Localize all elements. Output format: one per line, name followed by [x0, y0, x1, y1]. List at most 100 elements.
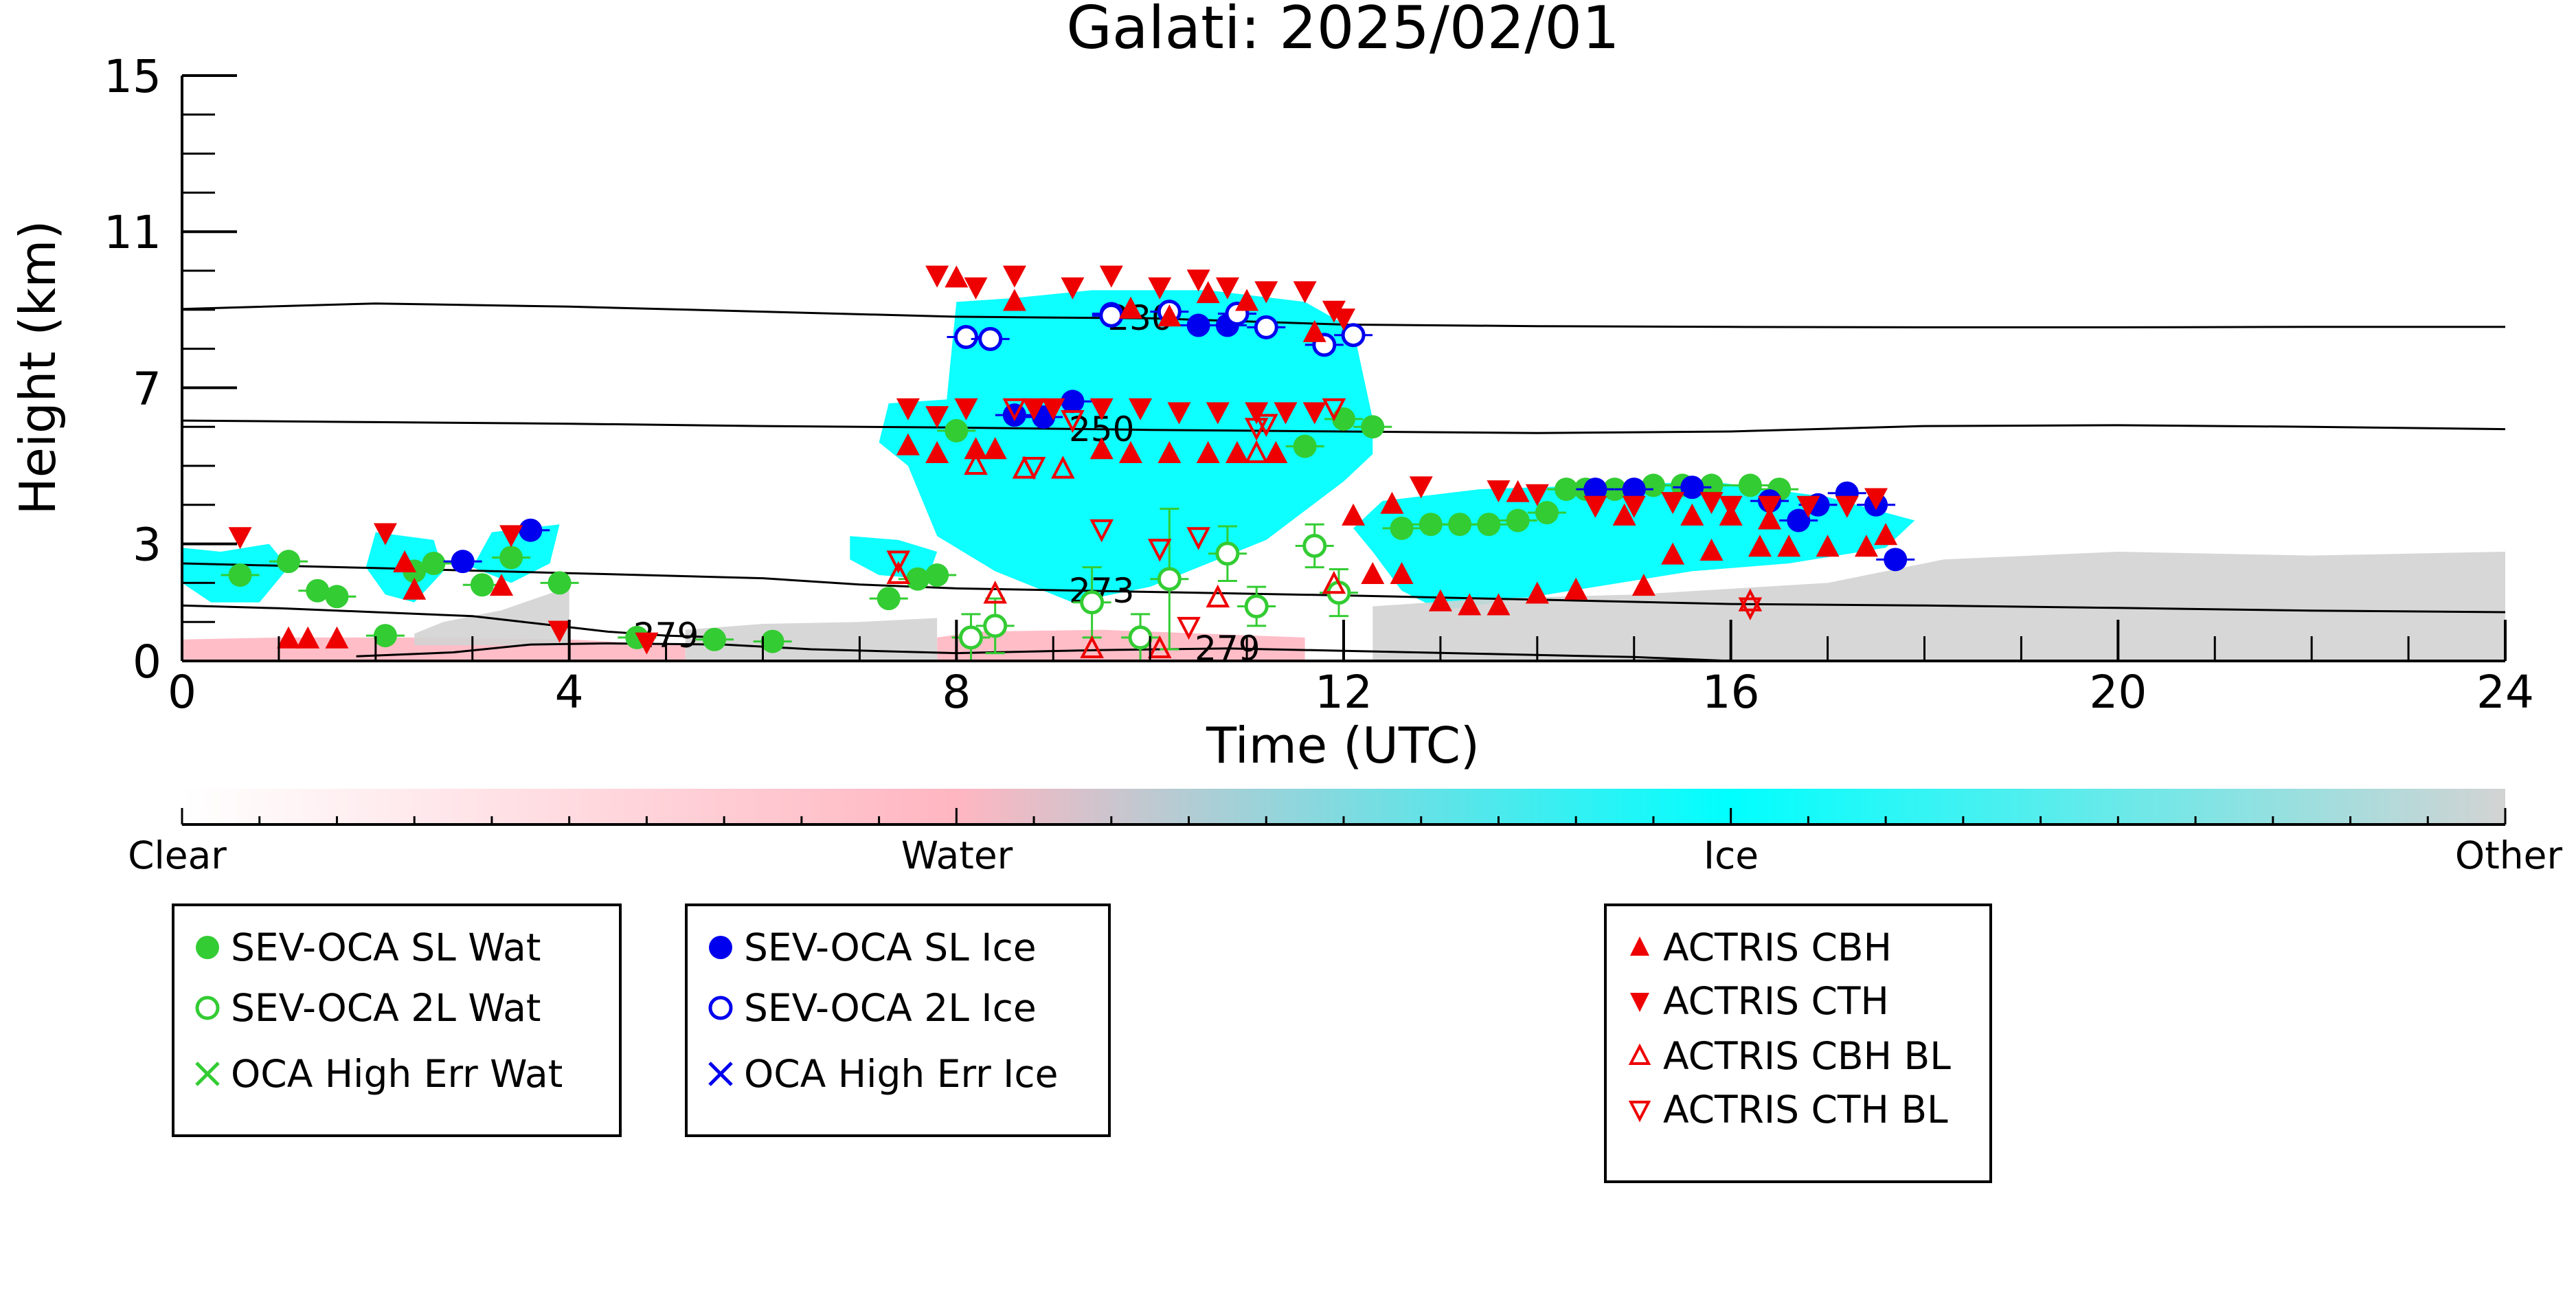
marker-triangle-up — [1089, 437, 1114, 460]
marker-open-triangle-down — [1244, 418, 1269, 441]
marker-filled-circle — [1419, 513, 1443, 537]
marker-filled-circle — [945, 418, 969, 442]
marker-triangle-down — [1699, 492, 1724, 515]
series-actris-cbh — [277, 265, 1898, 649]
marker-triangle-down — [635, 632, 659, 655]
marker-open-triangle-down — [1177, 616, 1201, 640]
marker-open-triangle-up — [1147, 635, 1172, 658]
marker-filled-circle — [422, 552, 446, 575]
y-tick-label: 0 — [133, 636, 161, 688]
marker-triangle-up — [1874, 523, 1898, 546]
marker-filled-circle — [1583, 478, 1607, 502]
marker-triangle-down — [1525, 484, 1549, 506]
marker-triangle-up — [1506, 480, 1530, 502]
marker-filled-circle — [1555, 478, 1579, 502]
marker-triangle-up — [1264, 440, 1288, 463]
marker-open-triangle-up — [1244, 440, 1269, 463]
marker-open-triangle-down — [1186, 527, 1210, 550]
marker-triangle-up — [1816, 535, 1840, 557]
cloud-mask — [182, 290, 2505, 661]
marker-triangle-up — [1235, 289, 1259, 311]
marker-triangle-up — [1361, 562, 1385, 585]
marker-open-circle — [1157, 567, 1182, 592]
marker-open-triangle-down — [1738, 597, 1763, 620]
series-actris-cbh-bl — [886, 440, 1763, 658]
cloud-mask-other — [414, 587, 569, 646]
marker-filled-circle — [1535, 501, 1559, 525]
marker-filled-circle — [277, 550, 301, 574]
marker-open-circle — [1244, 594, 1269, 618]
marker-triangle-up — [1380, 491, 1404, 514]
marker-triangle-up — [1564, 577, 1588, 600]
legend-label: ACTRIS CTH BL — [1663, 1088, 1948, 1132]
legend-label: ACTRIS CBH — [1663, 925, 1892, 969]
marker-filled-circle — [1332, 407, 1355, 431]
marker-triangle-down — [1622, 495, 1646, 518]
marker-open-triangle-up — [1738, 588, 1763, 611]
marker-triangle-up — [896, 433, 920, 456]
marker-triangle-down — [1661, 492, 1685, 515]
marker-filled-circle — [877, 587, 901, 611]
marker-triangle-up — [925, 440, 949, 463]
series-sev-oca-2l-wat — [951, 507, 1358, 662]
x-mark-icon — [195, 1062, 220, 1086]
cloud-mask-ice — [879, 290, 1373, 603]
marker-triangle-down — [1061, 277, 1085, 300]
marker-triangle-up — [964, 437, 988, 460]
marker-filled-circle — [760, 629, 784, 653]
marker-triangle-down — [925, 265, 949, 288]
marker-triangle-up — [945, 265, 969, 288]
marker-triangle-down — [228, 527, 252, 550]
x-tick-label: 8 — [942, 666, 971, 719]
marker-filled-circle — [1186, 313, 1210, 337]
marker-filled-circle — [1477, 513, 1501, 537]
marker-triangle-up — [1748, 535, 1772, 557]
marker-triangle-up — [1758, 507, 1782, 530]
marker-triangle-up — [1157, 304, 1182, 327]
marker-filled-circle — [703, 627, 727, 651]
series-actris-cth-bl — [886, 398, 1763, 640]
marker-triangle-up — [296, 626, 320, 649]
marker-open-triangle-down — [1254, 414, 1278, 437]
marker-triangle-down — [1293, 281, 1317, 304]
x-mark-icon — [708, 1062, 733, 1086]
chart-title: Galati: 2025/02/01 — [1066, 0, 1620, 63]
legend-label: SEV-OCA SL Ice — [744, 925, 1037, 969]
marker-filled-circle — [1738, 473, 1762, 497]
marker-open-triangle-down — [1021, 457, 1046, 480]
marker-open-triangle-down — [886, 550, 911, 574]
colorbar-label-other: Other — [2455, 833, 2563, 877]
contour-label: 279 — [1195, 629, 1260, 669]
marker-triangle-up — [1458, 593, 1482, 616]
marker-filled-circle — [1622, 478, 1646, 502]
filled-circle-icon — [709, 936, 732, 959]
legend-label: SEV-OCA 2L Wat — [231, 986, 541, 1030]
marker-filled-circle — [1680, 475, 1704, 499]
legend-item-sev-oca-2l-ice: SEV-OCA 2L Ice — [701, 986, 1037, 1030]
marker-open-circle — [978, 326, 1003, 351]
legend-item-actris-cth-bl: ACTRIS CTH BL — [1620, 1088, 1948, 1132]
marker-triangle-up — [393, 550, 417, 572]
y-axis-label: Height (km) — [9, 221, 67, 515]
marker-triangle-down — [964, 277, 988, 300]
colorbar: Clear Water Ice Other — [128, 789, 2562, 877]
marker-filled-circle — [1506, 508, 1530, 532]
legend-item-actris-cbh: ACTRIS CBH — [1620, 925, 1892, 969]
marker-triangle-down — [954, 398, 978, 420]
marker-triangle-down — [1758, 495, 1782, 518]
filled-circle-icon — [196, 936, 219, 959]
x-tick-label: 20 — [2089, 666, 2147, 719]
y-tick-label: 11 — [104, 206, 161, 259]
open-circle-icon — [195, 996, 220, 1020]
legend-item-actris-cth: ACTRIS CTH — [1620, 979, 1889, 1023]
marker-triangle-up — [1118, 440, 1142, 463]
marker-filled-circle — [1884, 548, 1908, 572]
marker-triangle-up — [403, 577, 427, 600]
y-tick-label: 7 — [133, 362, 161, 415]
colorbar-label-clear: Clear — [128, 833, 227, 877]
marker-triangle-down — [896, 398, 920, 420]
open-triangle-up-icon — [1628, 1043, 1651, 1065]
filled-triangle-down-icon — [1630, 993, 1649, 1012]
x-tick-label: 0 — [168, 666, 196, 719]
